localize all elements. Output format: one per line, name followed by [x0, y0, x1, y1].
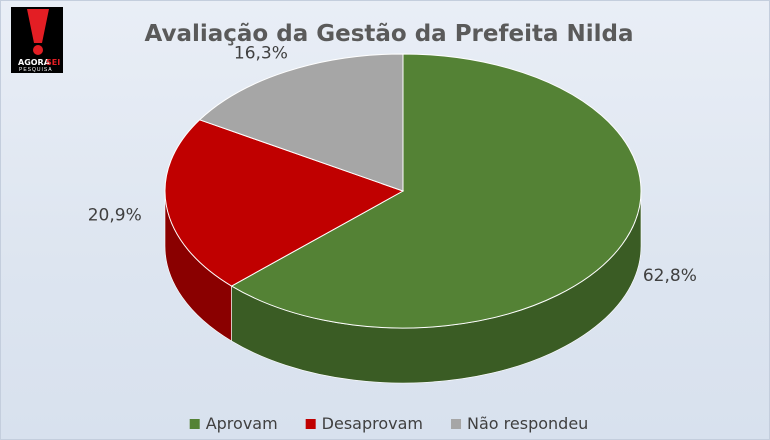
value-label-aprovam: 62,8%: [643, 266, 697, 286]
logo-brand-main: AGORA: [18, 58, 51, 67]
chart-title: Avaliação da Gestão da Prefeita Nilda: [144, 21, 633, 47]
legend-label-aprovam: Aprovam: [206, 414, 278, 433]
legend-item-aprovam[interactable]: Aprovam: [189, 414, 278, 433]
legend-swatch-desaprovam: [305, 419, 316, 429]
logo-exclamation-bar: [27, 9, 49, 43]
legend-label-desaprovam: Desaprovam: [322, 414, 423, 433]
legend-item-nao-respondeu[interactable]: Não respondeu: [451, 414, 588, 433]
legend-swatch-nao-respondeu: [451, 419, 462, 429]
pie-3d: [164, 53, 642, 384]
logo-brand-accent: SEI: [46, 58, 60, 67]
agorasei-logo: AGORA SEI PESQUISA: [11, 7, 63, 73]
legend-swatch-aprovam: [189, 419, 200, 429]
chart-legend: Aprovam Desaprovam Não respondeu: [189, 414, 588, 433]
logo-exclamation-dot: [33, 45, 43, 55]
value-label-desaprovam: 20,9%: [88, 205, 142, 225]
legend-label-nao-respondeu: Não respondeu: [467, 414, 588, 433]
value-label-nao-respondeu: 16,3%: [234, 43, 288, 63]
slice-aprovam[interactable]: [230, 53, 642, 329]
slice-desaprovam[interactable]: [164, 119, 405, 287]
slice-value-labels: 62,8% 20,9% 16,3%: [88, 43, 697, 285]
slice-nao-respondeu[interactable]: [198, 53, 404, 192]
legend-item-desaprovam[interactable]: Desaprovam: [305, 414, 423, 433]
logo-brand-sub: PESQUISA: [19, 67, 53, 73]
